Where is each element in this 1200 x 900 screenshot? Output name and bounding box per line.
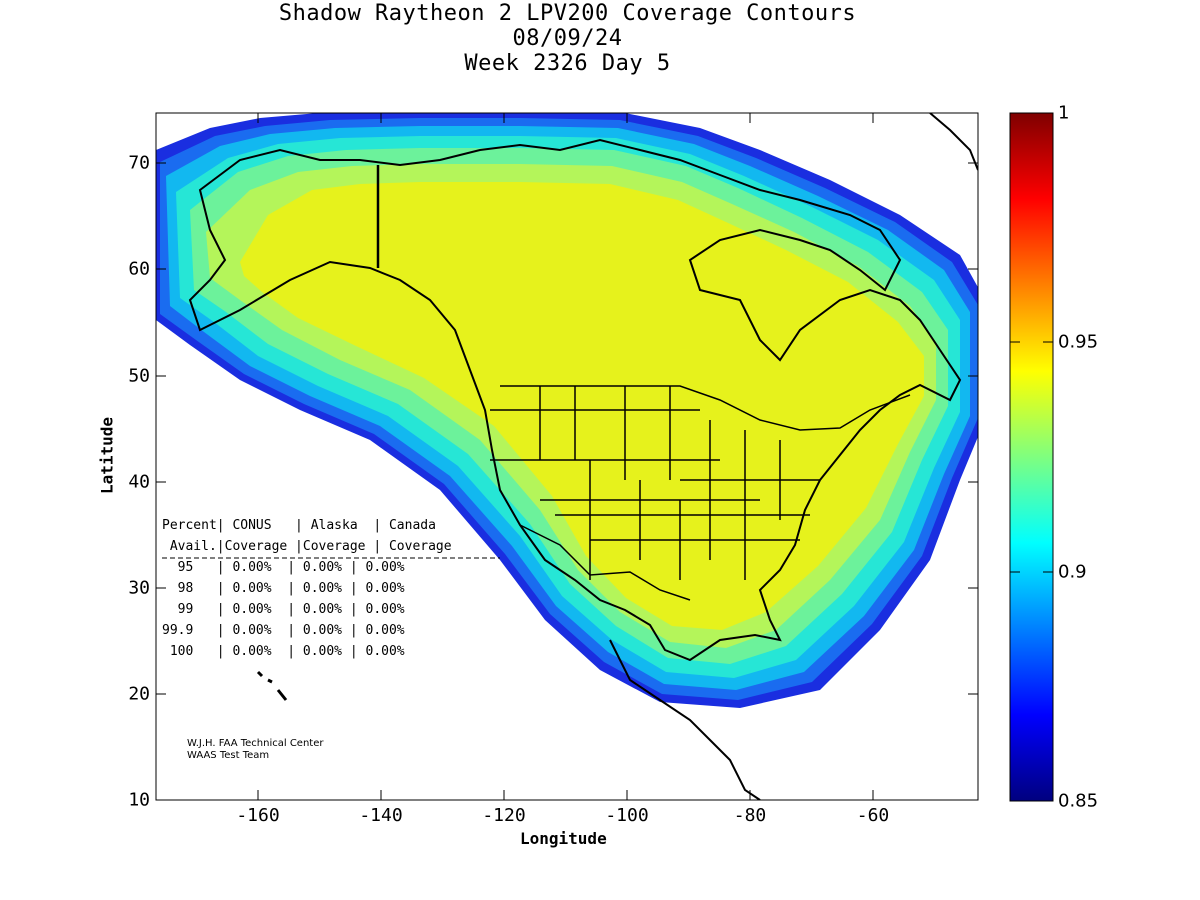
axis-ticks	[156, 113, 978, 800]
y-axis-title: Latitude	[97, 416, 117, 495]
y-tick-label: 70	[128, 152, 150, 174]
hawaii-islands	[256, 670, 288, 701]
state-lines	[490, 386, 820, 580]
y-tick-label: 40	[128, 471, 150, 493]
plot-frame	[155, 112, 979, 801]
x-tick-label: -160	[236, 805, 280, 826]
stats-row: 95 | 0.00% | 0.00% | 0.00%	[162, 560, 405, 575]
x-tick-label: -140	[359, 805, 403, 826]
central-america-coastline	[609, 639, 761, 800]
stats-row: 100 | 0.00% | 0.00% | 0.00%	[162, 644, 405, 659]
coverage-band-core	[240, 182, 924, 630]
y-tick-label: 50	[128, 365, 150, 387]
x-tick-label: -100	[605, 805, 649, 826]
chart-title-line-1: Shadow Raytheon 2 LPV200 Coverage Contou…	[278, 1, 857, 26]
x-tick-label: -120	[482, 805, 526, 826]
colorbar-tick-label: 1	[1058, 102, 1070, 124]
colorbar	[1009, 112, 1054, 802]
credit-line-2: WAAS Test Team	[187, 750, 270, 761]
colorbar-ticks	[1010, 341, 1053, 573]
coverage-contours	[156, 113, 978, 708]
us-canada-border	[500, 385, 911, 431]
north-america-coastline	[188, 138, 962, 662]
chart-title-line-2: 08/09/24	[512, 26, 623, 51]
y-tick-label: 10	[128, 789, 150, 811]
greenland-coastline	[929, 113, 978, 171]
x-tick-label: -80	[733, 805, 767, 826]
colorbar-tick-label: 0.95	[1058, 331, 1099, 353]
coastlines	[188, 113, 978, 800]
y-tick-label: 30	[128, 577, 150, 599]
x-tick-label: -60	[856, 805, 890, 826]
colorbar-tick-label: 0.85	[1058, 790, 1099, 812]
chart-title-line-3: Week 2326 Day 5	[464, 51, 671, 76]
stats-row: 98 | 0.00% | 0.00% | 0.00%	[162, 581, 405, 596]
colorbar-tick-label: 0.9	[1058, 561, 1087, 583]
state-boundaries	[376, 165, 911, 601]
stats-header-2: Avail.|Coverage |Coverage | Coverage	[162, 539, 452, 554]
x-axis-title: Longitude	[520, 829, 607, 848]
y-tick-label: 60	[128, 258, 150, 280]
stats-row: 99 | 0.00% | 0.00% | 0.00%	[162, 602, 405, 617]
stats-header-1: Percent| CONUS | Alaska | Canada	[162, 518, 436, 533]
us-mexico-border	[519, 524, 691, 601]
credit-line-1: W.J.H. FAA Technical Center	[187, 738, 324, 749]
stats-row: 99.9 | 0.00% | 0.00% | 0.00%	[162, 623, 405, 638]
y-tick-label: 20	[128, 683, 150, 705]
